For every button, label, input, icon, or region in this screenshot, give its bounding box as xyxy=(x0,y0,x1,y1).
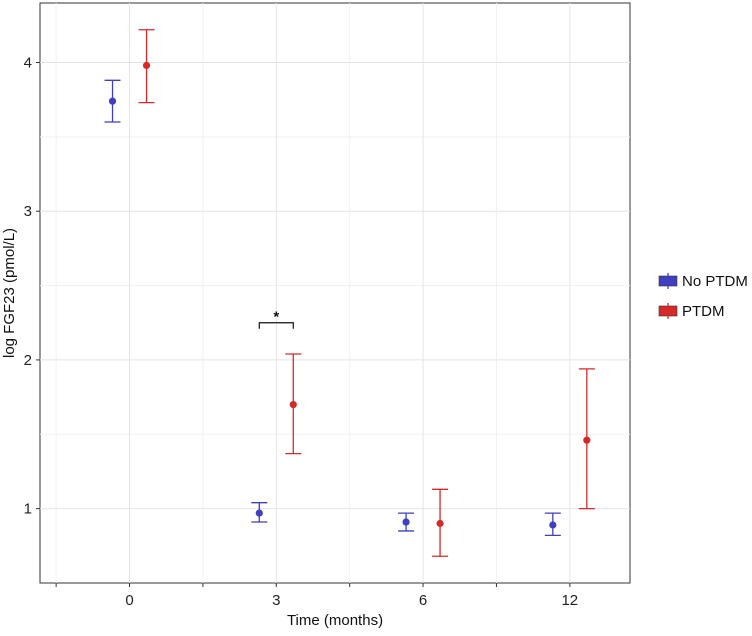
x-axis-title: Time (months) xyxy=(287,612,383,629)
data-point xyxy=(108,97,117,105)
data-point xyxy=(436,519,444,528)
y-tick-label: 3 xyxy=(24,203,32,220)
x-tick-label: 0 xyxy=(125,592,133,609)
y-tick-label: 4 xyxy=(24,54,32,71)
error-bar-group xyxy=(285,353,302,455)
y-axis: 1 2 3 4 xyxy=(24,54,40,518)
data-marks xyxy=(104,29,595,557)
data-point xyxy=(289,400,297,409)
x-tick-label: 3 xyxy=(272,592,280,609)
data-point xyxy=(583,436,591,444)
significance-star: * xyxy=(273,309,279,326)
error-bar-group xyxy=(104,79,121,123)
data-point xyxy=(255,509,263,517)
x-tick-label: 6 xyxy=(419,592,427,609)
data-point xyxy=(142,61,151,70)
panel-background xyxy=(39,2,631,584)
y-tick-label: 1 xyxy=(24,501,32,518)
data-point xyxy=(402,518,410,526)
legend-swatch-point xyxy=(665,308,671,314)
legend-item: PTDM xyxy=(658,303,725,320)
y-axis-title: log FGF23 (pmol/L) xyxy=(1,228,18,358)
y-tick-label: 2 xyxy=(24,352,32,369)
error-bar-group xyxy=(398,512,415,532)
significance-bracket xyxy=(258,322,294,329)
data-point xyxy=(549,521,557,529)
error-bar-group xyxy=(432,488,449,557)
grid-lines xyxy=(40,3,630,583)
error-bar-group xyxy=(578,368,595,510)
x-tick-label: 12 xyxy=(561,592,578,609)
legend: No PTDM PTDM xyxy=(658,273,748,320)
error-bar-group xyxy=(138,29,155,104)
x-axis: 0 3 6 12 xyxy=(55,583,578,609)
legend-item: No PTDM xyxy=(658,273,748,290)
error-bar-group xyxy=(251,502,268,523)
legend-swatch-point xyxy=(665,278,671,284)
error-bar-group xyxy=(544,512,561,537)
legend-label: No PTDM xyxy=(682,273,748,290)
significance-annotations: * xyxy=(258,309,294,329)
legend-label: PTDM xyxy=(682,303,725,320)
